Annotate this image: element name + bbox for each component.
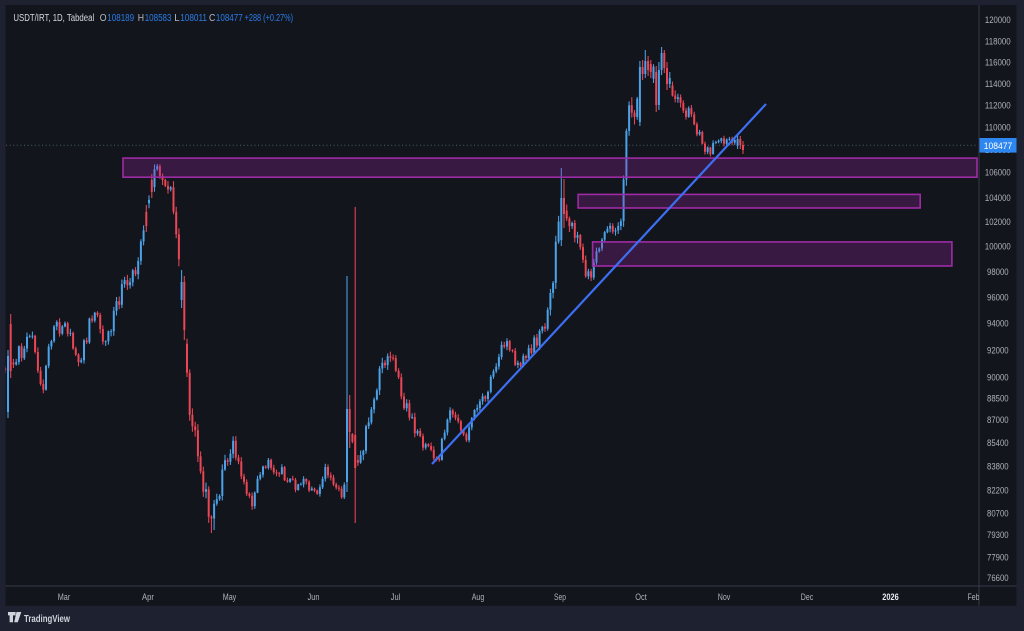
svg-text:79300: 79300 — [987, 530, 1009, 540]
svg-text:Oct: Oct — [635, 592, 647, 602]
svg-text:112000: 112000 — [985, 101, 1011, 111]
svg-text:98000: 98000 — [987, 267, 1009, 277]
svg-text:76600: 76600 — [987, 573, 1009, 583]
svg-text:100000: 100000 — [985, 242, 1011, 252]
svg-text:108011: 108011 — [180, 13, 207, 24]
svg-text:83800: 83800 — [987, 461, 1009, 471]
svg-text:90000: 90000 — [987, 373, 1009, 383]
svg-text:Sep: Sep — [554, 592, 566, 602]
svg-text:Mar: Mar — [58, 592, 71, 602]
svg-text:C: C — [209, 13, 215, 24]
svg-text:96000: 96000 — [987, 292, 1009, 302]
svg-text:87000: 87000 — [987, 415, 1009, 425]
svg-text:94000: 94000 — [987, 319, 1009, 329]
svg-text:Feb: Feb — [968, 592, 980, 602]
svg-text:2026: 2026 — [882, 592, 899, 602]
svg-text:H: H — [138, 13, 144, 24]
svg-text:108477: 108477 — [984, 141, 1013, 151]
svg-text:TradingView: TradingView — [24, 613, 71, 625]
svg-text:80700: 80700 — [987, 508, 1009, 518]
svg-text:Jul: Jul — [391, 592, 401, 602]
svg-text:118000: 118000 — [985, 36, 1011, 46]
svg-text:L: L — [174, 13, 180, 24]
svg-text:77900: 77900 — [987, 552, 1009, 562]
svg-text:88500: 88500 — [987, 394, 1009, 404]
svg-text:114000: 114000 — [985, 79, 1011, 89]
svg-text:+288 (+0.27%): +288 (+0.27%) — [245, 13, 294, 24]
svg-text:Dec: Dec — [801, 592, 814, 602]
svg-text:USDT/IRT, 1D, Tabdeal: USDT/IRT, 1D, Tabdeal — [13, 13, 94, 24]
svg-text:116000: 116000 — [985, 58, 1011, 68]
svg-text:Aug: Aug — [472, 592, 485, 602]
svg-text:Nov: Nov — [718, 592, 731, 602]
svg-text:120000: 120000 — [985, 15, 1011, 25]
svg-text:102000: 102000 — [985, 217, 1011, 227]
svg-text:Apr: Apr — [142, 592, 154, 602]
svg-text:108189: 108189 — [107, 13, 134, 24]
svg-text:O: O — [100, 13, 107, 24]
svg-text:108583: 108583 — [145, 13, 172, 24]
svg-text:82200: 82200 — [987, 485, 1009, 495]
svg-text:106000: 106000 — [985, 168, 1011, 178]
svg-text:85400: 85400 — [987, 438, 1009, 448]
svg-text:108477: 108477 — [216, 13, 243, 24]
svg-text:92000: 92000 — [987, 345, 1009, 355]
svg-text:May: May — [223, 592, 237, 602]
svg-text:110000: 110000 — [985, 123, 1011, 133]
svg-text:104000: 104000 — [985, 193, 1011, 203]
svg-text:Jun: Jun — [308, 592, 320, 602]
